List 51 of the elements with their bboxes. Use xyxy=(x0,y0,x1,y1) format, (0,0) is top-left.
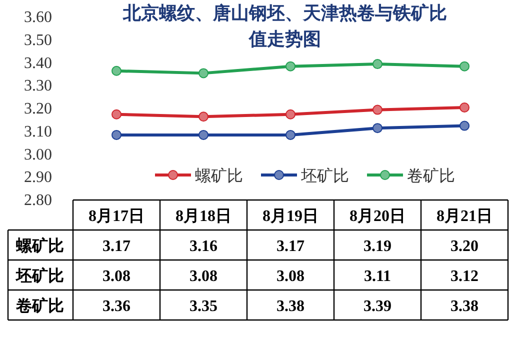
y-tick-label: 3.30 xyxy=(24,78,52,95)
text: 坯矿比 xyxy=(16,268,64,285)
data-label: 3.20 xyxy=(450,238,478,255)
data-label: 3.36 xyxy=(102,298,130,315)
legend-label: 坯矿比 xyxy=(300,167,349,185)
data-label: 3.17 xyxy=(276,238,304,255)
point xyxy=(460,61,470,72)
y-tick-label: 2.90 xyxy=(24,169,52,186)
point xyxy=(286,61,296,72)
point xyxy=(372,104,382,115)
data-label: 3.38 xyxy=(450,298,478,315)
data-label: 3.16 xyxy=(190,238,218,255)
y-tick-label: 3.60 xyxy=(24,9,52,26)
point xyxy=(372,59,382,70)
point xyxy=(112,66,122,76)
legend-label: 螺矿比 xyxy=(195,167,243,185)
y-tick-label: 3.00 xyxy=(24,146,52,164)
x-tick-label: 8月21日 xyxy=(436,208,492,225)
data-label: 3.19 xyxy=(364,238,392,255)
x-tick-label: 8月17日 xyxy=(88,208,144,225)
point xyxy=(112,109,122,120)
y-tick-label: 3.50 xyxy=(24,32,52,49)
point xyxy=(198,112,208,122)
data-label: 3.17 xyxy=(102,238,130,255)
data-label: 3.12 xyxy=(450,268,478,285)
point xyxy=(286,130,296,140)
title: 北京螺纹、唐山钢坯、天津热卷与铁矿比值走势图 xyxy=(123,3,447,49)
point xyxy=(372,123,382,134)
x-tick-label: 8月20日 xyxy=(350,208,406,225)
x-tick-label: 8月19日 xyxy=(262,208,318,225)
legend-label: 卷矿比 xyxy=(407,167,455,185)
data-label: 3.35 xyxy=(190,298,218,315)
data-label: 3.08 xyxy=(276,268,304,285)
text: 螺矿比 xyxy=(16,238,64,255)
x-tick-label: 8月18日 xyxy=(176,208,232,225)
data-label: 3.08 xyxy=(102,268,130,285)
y-tick-label: 3.20 xyxy=(24,100,52,118)
point xyxy=(198,68,208,78)
y-tick-label: 2.80 xyxy=(24,192,52,209)
text: 卷矿比 xyxy=(16,298,64,315)
data-label: 3.11 xyxy=(364,268,392,285)
point xyxy=(460,102,470,112)
point xyxy=(286,109,296,120)
point xyxy=(112,130,122,140)
data-label: 3.38 xyxy=(276,298,304,315)
data-label: 3.39 xyxy=(364,298,392,315)
y-tick-label: 3.10 xyxy=(24,123,52,140)
point xyxy=(198,130,208,140)
data-label: 3.08 xyxy=(190,268,218,285)
point xyxy=(460,120,470,131)
y-tick-label: 3.40 xyxy=(24,54,52,72)
